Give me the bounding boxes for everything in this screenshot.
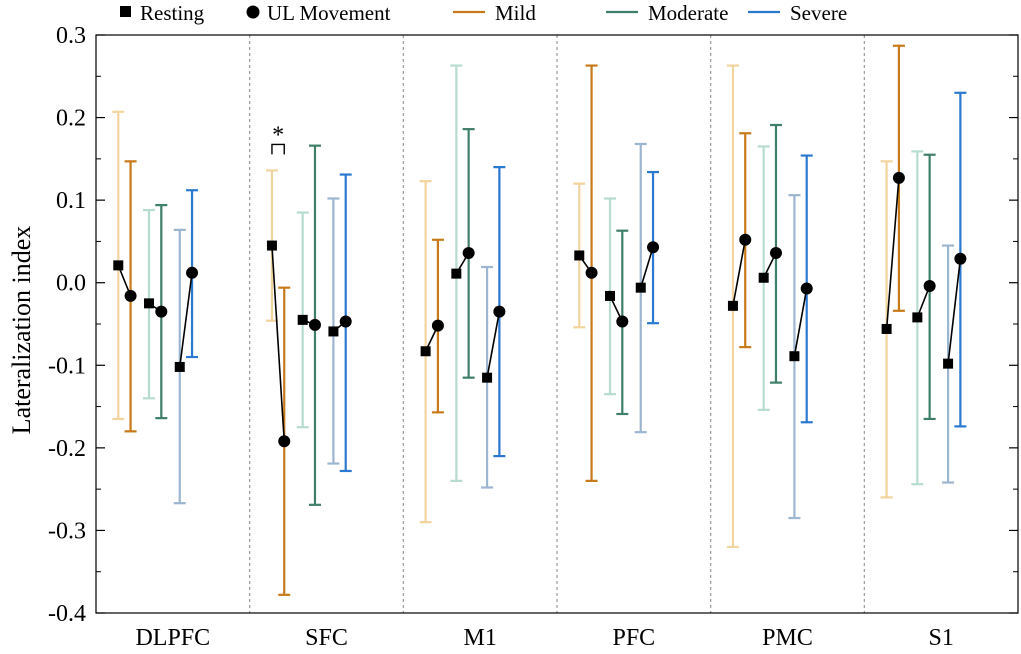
legend-label: Moderate	[648, 1, 728, 25]
legend-label: Resting	[140, 1, 205, 25]
point-movement	[339, 315, 352, 328]
point-resting	[144, 298, 155, 309]
connector-line	[732, 239, 747, 306]
point-resting	[635, 282, 646, 293]
connector-line	[793, 288, 808, 357]
significance-star: *	[272, 122, 284, 148]
y-tick-label: 0.3	[56, 23, 86, 49]
legend: Resting UL Movement Mild Moderate Severe	[120, 1, 847, 25]
legend-label: Severe	[790, 1, 847, 25]
point-movement	[186, 266, 199, 279]
point-resting	[574, 250, 585, 261]
markers	[113, 171, 967, 448]
x-tick-label-pmc: PMC	[762, 625, 813, 651]
point-movement	[462, 246, 475, 259]
legend-label: UL Movement	[267, 1, 391, 25]
y-tick-label: -0.3	[48, 518, 86, 544]
annotations: *	[271, 122, 285, 155]
point-movement	[769, 246, 782, 259]
point-resting	[789, 351, 800, 362]
error-bars	[112, 44, 967, 596]
point-movement	[739, 233, 752, 246]
point-resting	[758, 272, 769, 283]
point-movement	[124, 289, 137, 302]
point-resting	[174, 361, 185, 372]
y-tick-label: 0.2	[56, 106, 86, 132]
legend-circle-marker	[246, 5, 260, 19]
point-resting	[420, 346, 431, 357]
legend-item-resting: Resting	[120, 1, 205, 25]
point-resting	[266, 240, 277, 251]
connector-line	[885, 177, 900, 330]
point-resting	[113, 260, 124, 271]
legend-square-marker	[120, 6, 131, 17]
point-movement	[647, 241, 660, 254]
y-tick-label: -0.4	[48, 601, 86, 627]
y-tick-label: -0.1	[48, 353, 86, 379]
point-movement	[892, 171, 905, 184]
significance-bracket	[271, 143, 285, 155]
x-tick-label-sfc: SFC	[305, 625, 348, 651]
legend-item-ul-movement: UL Movement	[246, 1, 391, 25]
y-tick-label: -0.2	[48, 436, 86, 462]
point-movement	[431, 319, 444, 332]
point-movement	[616, 315, 629, 328]
y-axis-label: Lateralization index	[7, 226, 36, 435]
legend-label: Mild	[495, 1, 536, 25]
point-resting	[943, 358, 954, 369]
point-resting	[328, 326, 339, 337]
connector-line	[639, 246, 654, 288]
point-movement	[954, 252, 967, 265]
point-resting	[451, 268, 462, 279]
point-resting	[727, 300, 738, 311]
legend-item-moderate: Moderate	[606, 1, 728, 25]
point-movement	[800, 282, 813, 295]
point-movement	[493, 305, 506, 318]
connector-lines	[117, 177, 962, 442]
axes: -0.4 -0.3 -0.2 -0.1 0.0 0.1 0.2 0.3 DLPFC SFC M1 PF…	[48, 23, 1019, 651]
point-resting	[912, 312, 923, 323]
point-movement	[585, 266, 598, 279]
connector-line	[947, 258, 962, 364]
connector-line	[271, 245, 286, 442]
point-movement	[278, 435, 291, 448]
x-tick-label-pfc: PFC	[612, 625, 655, 651]
point-resting	[605, 290, 616, 301]
point-resting	[482, 372, 493, 383]
connector-line	[486, 311, 501, 378]
y-tick-label: 0.0	[56, 271, 86, 297]
point-movement	[923, 280, 936, 293]
legend-item-mild: Mild	[453, 1, 536, 25]
x-tick-label-m1: M1	[463, 625, 496, 651]
legend-item-severe: Severe	[748, 1, 847, 25]
point-resting	[881, 323, 892, 334]
connector-line	[178, 272, 193, 368]
point-movement	[308, 318, 321, 331]
category-separators	[249, 35, 865, 613]
x-tick-label-dlpfc: DLPFC	[135, 625, 210, 651]
point-resting	[297, 314, 308, 325]
x-tick-label-s1: S1	[928, 625, 953, 651]
y-tick-label: 0.1	[56, 188, 86, 214]
point-movement	[155, 305, 168, 318]
